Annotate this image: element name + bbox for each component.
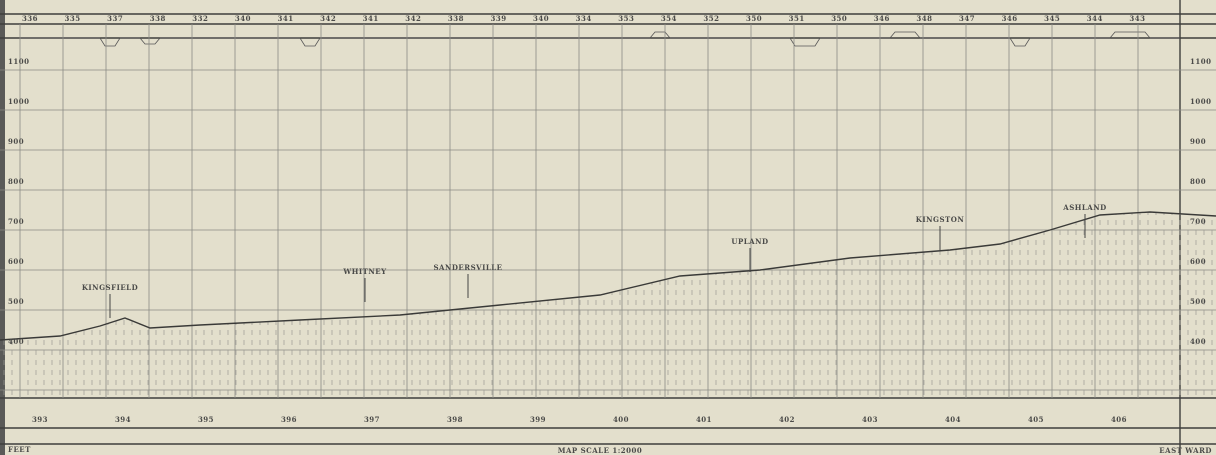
elevation-right: 500 <box>1190 297 1206 306</box>
milepost: 339 <box>490 14 506 23</box>
profile-fill <box>0 212 1216 398</box>
station-name: ASHLAND <box>1062 203 1106 212</box>
mile-label: 399 <box>530 415 546 424</box>
mile-label: 398 <box>447 415 463 424</box>
milepost: 346 <box>1002 14 1018 23</box>
mile-label: 394 <box>115 415 131 424</box>
station-name: UPLAND <box>731 237 768 246</box>
milepost: 347 <box>959 14 975 23</box>
mile-label: 402 <box>779 415 795 424</box>
edge <box>0 0 5 455</box>
milepost: 345 <box>1044 14 1060 23</box>
elevation-right: 700 <box>1190 217 1206 226</box>
mile-label: 404 <box>945 415 961 424</box>
milepost: 334 <box>576 14 592 23</box>
station-name: SANDERSVILLE <box>433 263 502 272</box>
mile-label: 396 <box>281 415 297 424</box>
milepost: 342 <box>320 14 336 23</box>
elevation-left: 800 <box>8 177 24 186</box>
station-name: KINGSFIELD <box>82 283 138 292</box>
elevation-left: 600 <box>8 257 24 266</box>
milepost: 341 <box>277 14 293 23</box>
elevation-right: 800 <box>1190 177 1206 186</box>
alignment-line <box>20 31 1180 47</box>
grade-line <box>0 211 1216 341</box>
elevation-right: 600 <box>1190 257 1206 266</box>
right-label: EAST WARD <box>1159 446 1212 455</box>
elevation-left: 900 <box>8 137 24 146</box>
milepost: 337 <box>107 14 123 23</box>
milepost: 341 <box>363 14 379 23</box>
milepost: 352 <box>703 14 719 23</box>
milepost: 350 <box>746 14 762 23</box>
milepost: 348 <box>916 14 932 23</box>
elevation-left: 700 <box>8 217 24 226</box>
mile-label: 397 <box>364 415 380 424</box>
elevation-right: 900 <box>1190 137 1206 146</box>
milepost: 350 <box>831 14 847 23</box>
mile-label: 406 <box>1111 415 1127 424</box>
station-name: WHITNEY <box>342 267 387 276</box>
elevation-left: 1000 <box>8 97 29 106</box>
mile-label: 401 <box>696 415 712 424</box>
mile-label: 400 <box>613 415 629 424</box>
milepost: 351 <box>789 14 805 23</box>
mile-label: 395 <box>198 415 214 424</box>
mile-label: 403 <box>862 415 878 424</box>
milepost: 342 <box>405 14 421 23</box>
elevation-left: 500 <box>8 297 24 306</box>
milepost: 354 <box>661 14 677 23</box>
milepost: 346 <box>874 14 890 23</box>
milepost: 340 <box>533 14 549 23</box>
milepost: 353 <box>618 14 634 23</box>
scale-label: MAP SCALE 1:2000 <box>558 446 643 455</box>
elevation-left: 400 <box>8 337 24 346</box>
elevation-right: 1000 <box>1190 97 1211 106</box>
station-name: KINGSTON <box>916 215 965 224</box>
milepost: 340 <box>235 14 251 23</box>
milepost: 338 <box>448 14 464 23</box>
elevation-right: 400 <box>1190 337 1206 346</box>
milepost: 344 <box>1087 14 1103 23</box>
elevation-right: 1100 <box>1190 57 1211 66</box>
mile-label: 405 <box>1028 415 1044 424</box>
mile-label: 393 <box>32 415 48 424</box>
milepost: 335 <box>65 14 81 23</box>
milepost: 343 <box>1129 14 1145 23</box>
elevation-left: 1100 <box>8 57 29 66</box>
units-label: FEET <box>8 445 31 454</box>
milepost: 332 <box>192 14 208 23</box>
milepost: 338 <box>150 14 166 23</box>
milepost: 336 <box>22 14 38 23</box>
